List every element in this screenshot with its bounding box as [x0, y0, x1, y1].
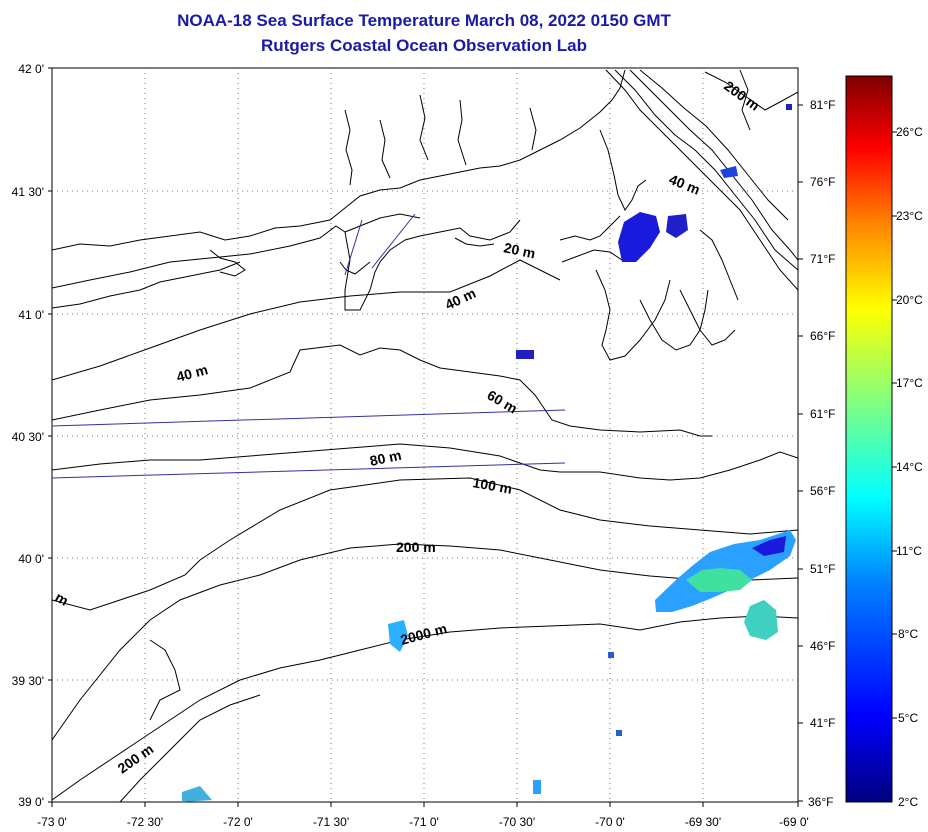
latitude-labels: 42 0' 41 30' 41 0' 40 30' 40 0' 39 30' 3… [12, 62, 44, 809]
lat-label: 39 30' [12, 674, 44, 688]
celsius-label: 8°C [898, 627, 918, 641]
celsius-label: 23°C [896, 209, 923, 223]
lon-label: -72 0' [223, 815, 253, 829]
coastline [52, 69, 751, 361]
fahrenheit-label: 61°F [810, 407, 835, 421]
colorbar-ticks [892, 131, 897, 719]
lat-label: 40 30' [12, 430, 44, 444]
fahrenheit-label: 76°F [810, 175, 835, 189]
axis-ticks [48, 67, 803, 807]
fahrenheit-label: 56°F [810, 484, 835, 498]
celsius-label: 5°C [898, 711, 918, 725]
lon-label: -71 0' [409, 815, 439, 829]
colorbar [845, 75, 893, 803]
longitude-labels: -73 0' -72 30' -72 0' -71 30' -71 0' -70… [37, 815, 809, 829]
fahrenheit-scale: 81°F 76°F 71°F 66°F 61°F 56°F 51°F 46°F … [808, 98, 835, 809]
contour-label-100m: 100 m [471, 474, 513, 497]
lat-label: 42 0' [18, 62, 44, 76]
fahrenheit-label: 71°F [810, 252, 835, 266]
celsius-label: 26°C [896, 125, 923, 139]
sst-data-patches [182, 104, 796, 802]
map-frame [51, 67, 799, 803]
lat-label: 41 0' [18, 308, 44, 322]
fahrenheit-label: 66°F [810, 329, 835, 343]
lon-label: -69 0' [779, 815, 809, 829]
celsius-label: 2°C [898, 795, 918, 809]
contour-label-80m: 80 m [368, 447, 403, 469]
satellite-track-lines [52, 213, 566, 479]
fahrenheit-label: 41°F [810, 716, 835, 730]
bathymetry-contours [52, 69, 798, 802]
celsius-label: 11°C [896, 544, 922, 558]
lat-label: 39 0' [18, 795, 44, 809]
lon-label: -73 0' [37, 815, 67, 829]
celsius-label: 17°C [896, 376, 923, 390]
lon-label: -70 0' [595, 815, 625, 829]
lon-label: -70 30' [499, 815, 535, 829]
contour-label-200m-shelf: 200 m [396, 539, 436, 555]
fahrenheit-label: 81°F [810, 98, 835, 112]
fahrenheit-label: 46°F [810, 639, 835, 653]
celsius-label: 20°C [896, 293, 923, 307]
map-subtitle: Rutgers Coastal Ocean Observation Lab [261, 36, 587, 55]
lon-label: -71 30' [313, 815, 349, 829]
lon-label: -69 30' [685, 815, 721, 829]
contour-label-20m: 20 m [502, 239, 537, 261]
lon-label: -72 30' [127, 815, 163, 829]
colorbar-labels: 26°C 23°C 20°C 17°C 14°C 11°C 8°C 5°C 2°… [896, 125, 923, 809]
celsius-label: 14°C [896, 460, 923, 474]
lat-label: 41 30' [12, 185, 44, 199]
lat-label: 40 0' [18, 552, 44, 566]
contour-label-40m-west: 40 m [175, 361, 210, 385]
fahrenheit-label: 51°F [810, 562, 835, 576]
fahrenheit-label: 36°F [808, 795, 833, 809]
map-title: NOAA-18 Sea Surface Temperature March 08… [177, 11, 671, 30]
